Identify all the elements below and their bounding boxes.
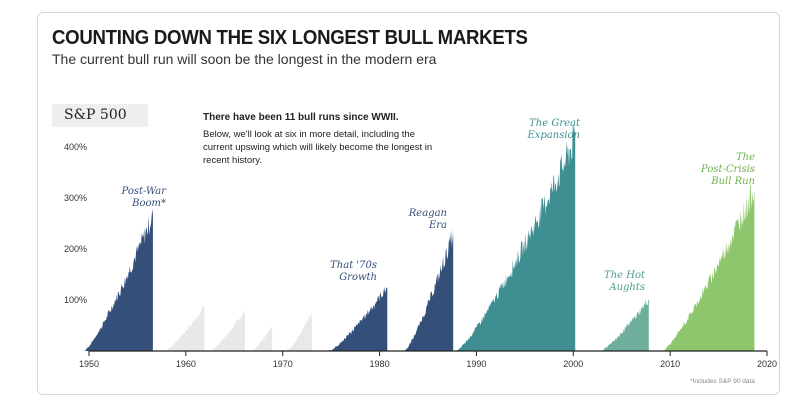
chart-card — [37, 12, 780, 395]
x-tick-label: 2010 — [660, 359, 680, 369]
x-tick-label: 1970 — [273, 359, 293, 369]
page-title: COUNTING DOWN THE SIX LONGEST BULL MARKE… — [52, 27, 528, 49]
bull-market-area — [329, 286, 388, 351]
bull-run-label: Reagan Era — [408, 208, 447, 231]
other-bull-run-area — [286, 313, 312, 351]
bull-run-label: That '70s Growth — [330, 260, 377, 283]
bull-market-area — [456, 124, 576, 351]
note-heading: There have been 11 bull runs since WWII. — [203, 112, 399, 123]
x-tick-label: 1990 — [466, 359, 486, 369]
other-bull-run-area — [210, 310, 245, 351]
bull-market-area — [84, 209, 153, 351]
y-tick-label: 400% — [64, 142, 87, 152]
bull-run-label: The Post-Crisis Bull Run — [700, 152, 755, 187]
page-subtitle: The current bull run will soon be the lo… — [52, 51, 437, 67]
bull-market-area — [600, 299, 649, 351]
y-tick-label: 300% — [64, 193, 87, 203]
bull-run-label: The Hot Aughts — [604, 270, 646, 293]
y-tick-label: 200% — [64, 244, 87, 254]
x-tick-label: 1950 — [79, 359, 99, 369]
bull-run-label: The Great Expansion — [526, 118, 581, 141]
bull-market-area — [662, 185, 755, 351]
note-body: Below, we'll look at six in more detail,… — [203, 129, 433, 166]
other-bull-run-area — [251, 326, 273, 351]
x-tick-label: 1980 — [370, 359, 390, 369]
index-badge: S&P 500 — [52, 104, 148, 127]
bull-market-area — [404, 229, 454, 351]
x-tick-label: 1960 — [176, 359, 196, 369]
x-tick-label: 2000 — [563, 359, 583, 369]
other-bull-run-area — [164, 305, 205, 351]
x-tick-label: 2020 — [757, 359, 777, 369]
footnote: *Includes S&P 90 data — [690, 378, 755, 385]
bull-run-label: Post-War Boom* — [121, 186, 168, 209]
y-tick-label: 100% — [64, 295, 87, 305]
